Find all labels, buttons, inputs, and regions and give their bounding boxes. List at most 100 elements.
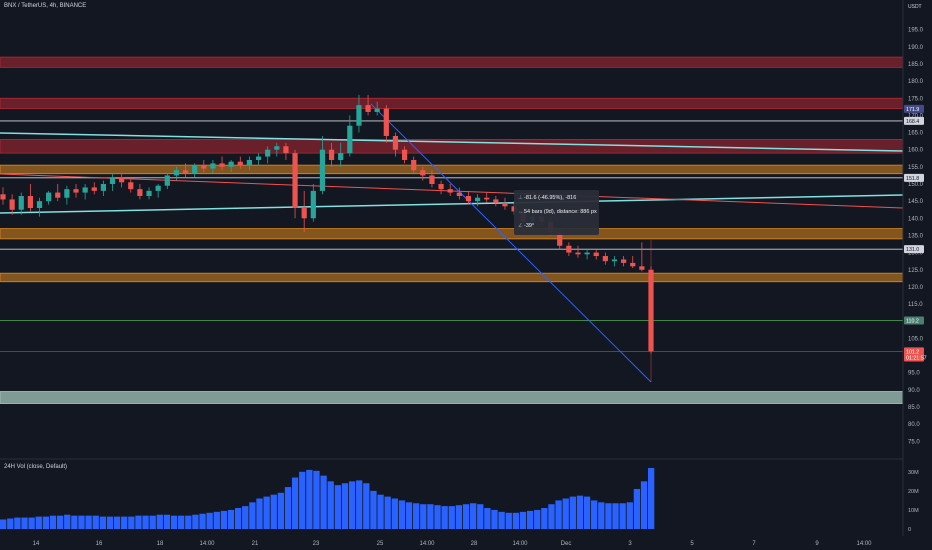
candle-body[interactable]	[602, 256, 608, 262]
candle-body[interactable]	[292, 153, 298, 209]
volume-bar	[648, 468, 655, 529]
candle-body[interactable]	[119, 177, 125, 183]
candle-body[interactable]	[283, 146, 289, 154]
candle-body[interactable]	[557, 232, 563, 246]
candle-body[interactable]	[265, 149, 271, 157]
candle-body[interactable]	[374, 108, 380, 112]
candle-body[interactable]	[237, 161, 243, 166]
candle-body[interactable]	[456, 192, 462, 197]
price-label-tag[interactable]	[904, 104, 924, 113]
symbol-title[interactable]: BNX / TetherUS, 4h, BINANCE	[4, 3, 87, 9]
resistance-zone[interactable]	[0, 56, 904, 68]
candle-body[interactable]	[383, 108, 389, 136]
price-label-tag[interactable]	[904, 116, 924, 125]
candle-body[interactable]	[502, 202, 508, 207]
candle-body[interactable]	[365, 105, 371, 112]
price-label-tag[interactable]	[904, 173, 924, 182]
orange-zone[interactable]	[0, 272, 904, 283]
candle-body[interactable]	[630, 262, 636, 267]
candle-body[interactable]	[356, 105, 362, 126]
candle-body[interactable]	[484, 197, 490, 200]
candle-body[interactable]	[566, 245, 572, 253]
volume-bar	[583, 496, 591, 529]
candle-body[interactable]	[146, 190, 152, 197]
candle-body[interactable]	[219, 163, 225, 167]
candle-body[interactable]	[639, 266, 645, 270]
volume-bar	[356, 480, 363, 529]
candle-body[interactable]	[36, 201, 43, 209]
volume-bar	[128, 516, 135, 529]
volume-bar	[170, 515, 178, 529]
candle-body[interactable]	[611, 259, 618, 262]
candle-body[interactable]	[301, 208, 307, 219]
candle-body[interactable]	[465, 196, 472, 202]
candle-body[interactable]	[621, 259, 627, 263]
candle-body[interactable]	[73, 189, 79, 193]
candle-body[interactable]	[182, 170, 189, 174]
candle-body[interactable]	[18, 196, 24, 210]
candle-body[interactable]	[173, 170, 180, 176]
support-zone[interactable]	[0, 391, 904, 404]
candle-body[interactable]	[100, 184, 106, 191]
candle-body[interactable]	[575, 252, 581, 255]
volume-bar	[78, 515, 85, 529]
candle-body[interactable]	[593, 252, 599, 257]
volume-indicator-title[interactable]: 24H Vol (close, Default)	[4, 464, 68, 470]
candle-body[interactable]	[447, 189, 453, 193]
candle-body[interactable]	[347, 125, 353, 154]
candle-body[interactable]	[210, 163, 216, 169]
orange-zone[interactable]	[0, 228, 904, 240]
candle-body[interactable]	[46, 192, 52, 202]
candle-body[interactable]	[493, 199, 499, 203]
volume-bar	[135, 515, 142, 529]
candle-body[interactable]	[584, 252, 590, 255]
candle-body[interactable]	[0, 194, 6, 200]
volume-bar	[313, 470, 320, 529]
candle-body[interactable]	[474, 197, 481, 202]
cyan-trendline-upper[interactable]	[0, 132, 904, 152]
candle-body[interactable]	[82, 187, 88, 193]
price-label-tag[interactable]	[904, 353, 924, 362]
candle-body[interactable]	[201, 165, 207, 169]
price-label-tag[interactable]	[904, 245, 924, 254]
price-label-tag[interactable]	[904, 316, 924, 325]
volume-bar	[598, 502, 605, 529]
candle-body[interactable]	[9, 199, 15, 210]
candle-body[interactable]	[420, 170, 426, 176]
candle-body[interactable]	[192, 165, 198, 174]
candle-body[interactable]	[255, 156, 262, 160]
candle-body[interactable]	[27, 196, 33, 209]
price-label-value: 131.0	[906, 247, 919, 253]
candle-body[interactable]	[246, 159, 253, 166]
candle-body[interactable]	[338, 153, 344, 160]
candle-body[interactable]	[401, 149, 408, 160]
candle-body[interactable]	[392, 135, 399, 150]
candle-body[interactable]	[648, 269, 654, 352]
candle-body[interactable]	[429, 175, 435, 184]
candle-body[interactable]	[328, 149, 335, 160]
candle-body[interactable]	[319, 149, 326, 191]
price-label-value: 168.4	[906, 119, 919, 125]
candle-body[interactable]	[164, 175, 170, 186]
resistance-zone[interactable]	[0, 97, 904, 109]
candle-body[interactable]	[274, 146, 280, 150]
candle-body[interactable]	[55, 192, 61, 198]
volume-bar	[142, 515, 149, 529]
price-label-tag[interactable]	[904, 347, 924, 356]
volume-bar	[99, 516, 106, 529]
cyan-trendline-lower[interactable]	[0, 194, 904, 214]
volume-bar	[299, 471, 306, 529]
orange-zone[interactable]	[0, 164, 904, 175]
measure-line[interactable]	[370, 103, 652, 383]
candle-body[interactable]	[438, 184, 444, 190]
candle-body[interactable]	[310, 190, 316, 219]
candle-body[interactable]	[128, 182, 134, 190]
candle-body[interactable]	[137, 189, 143, 197]
candle-body[interactable]	[109, 177, 116, 184]
candle-body[interactable]	[228, 161, 234, 167]
candle-body[interactable]	[64, 189, 70, 198]
candle-body[interactable]	[91, 187, 97, 191]
candle-body[interactable]	[155, 185, 161, 191]
candle-body[interactable]	[411, 159, 417, 171]
